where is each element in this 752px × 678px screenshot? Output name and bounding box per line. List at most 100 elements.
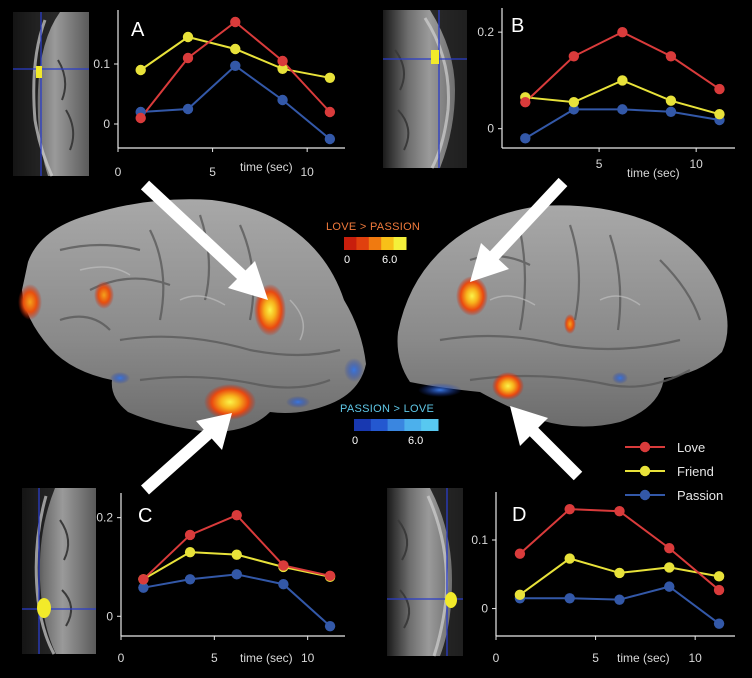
colorbar-swatch (370, 419, 389, 431)
colorbar-swatch (393, 237, 407, 250)
series-line-love (524, 31, 721, 103)
x-tick-label: 0 (115, 165, 122, 179)
colorbar-swatch (356, 237, 370, 250)
data-point-passion (231, 569, 242, 580)
data-point-love (277, 55, 288, 67)
y-tick-label: 0.1 (93, 57, 110, 71)
data-point-passion (614, 594, 625, 605)
x-tick-label: 10 (689, 157, 703, 171)
colorbar-positive-min: 0 (344, 254, 350, 266)
y-tick-label: 0.2 (96, 511, 113, 525)
data-point-friend (713, 571, 725, 582)
data-point-love (324, 570, 336, 582)
data-point-love (514, 548, 526, 559)
legend-marker-passion (639, 489, 651, 501)
series-line-passion (143, 573, 331, 627)
chart-panel-b: 0 0.2 5 10 time (sec) B (477, 8, 735, 180)
mri-slice-c (22, 488, 96, 655)
data-point-friend (231, 549, 242, 560)
x-axis-label: time (sec) (627, 166, 680, 180)
panel-letter: C (138, 505, 152, 527)
data-point-passion (665, 106, 677, 117)
x-axis-label: time (sec) (240, 160, 293, 174)
mri-slice-b (383, 10, 467, 169)
data-point-passion (138, 582, 149, 593)
data-point-love (614, 506, 625, 517)
x-tick-label: 5 (592, 651, 599, 665)
data-point-passion (324, 620, 336, 632)
panel-letter: D (512, 504, 526, 526)
colorbar-swatch (354, 419, 372, 431)
arrow-to-d-region (510, 406, 583, 481)
data-point-passion (182, 103, 194, 115)
colorbar-negative-title: PASSION > LOVE (340, 403, 434, 415)
data-point-friend (277, 63, 288, 74)
chart-panel-d: 0 0.1 0 5 10 time (sec) D (471, 492, 735, 665)
colorbar-negative-min: 0 (352, 435, 358, 447)
brain-right-hemisphere (397, 205, 728, 427)
x-tick-label: 10 (688, 651, 702, 665)
series-line-passion (140, 64, 331, 140)
data-point-friend (514, 589, 526, 601)
y-tick-label: 0 (103, 117, 110, 131)
colorbar-positive: LOVE > PASSION 0 6.0 (326, 221, 420, 266)
x-axis-label: time (sec) (617, 651, 670, 665)
x-tick-label: 5 (209, 165, 216, 179)
data-point-love (568, 51, 580, 62)
data-point-friend (182, 31, 194, 43)
data-point-love (278, 560, 289, 571)
x-tick-label: 5 (596, 157, 603, 171)
colorbar-swatch (368, 237, 382, 250)
panel-letter: A (131, 19, 145, 41)
legend-label-love: Love (677, 440, 705, 455)
data-point-love (564, 503, 575, 515)
colorbar-positive-title: LOVE > PASSION (326, 221, 420, 233)
x-tick-label: 5 (211, 651, 218, 665)
x-tick-label: 10 (301, 651, 315, 665)
series-line-passion (519, 585, 720, 625)
data-point-friend (617, 75, 628, 86)
series-line-friend (140, 35, 331, 79)
data-point-passion (564, 593, 575, 604)
data-point-love (665, 51, 677, 62)
legend-label-passion: Passion (677, 488, 723, 503)
data-point-passion (278, 579, 289, 590)
legend-marker-friend (639, 465, 651, 477)
data-point-passion (617, 104, 628, 115)
arrow-to-b-region (470, 177, 568, 282)
data-point-passion (230, 60, 241, 71)
legend-marker-love (639, 441, 651, 453)
data-point-love (184, 529, 196, 541)
data-point-friend (714, 109, 725, 120)
chart-panel-c: 0 0.2 0 5 10 time (sec) C (96, 493, 345, 665)
data-point-friend (665, 95, 677, 106)
mri-slice-d (387, 488, 463, 657)
data-point-passion (520, 133, 531, 144)
data-point-friend (664, 562, 675, 573)
x-axis-label: time (sec) (240, 651, 293, 665)
colorbar-negative-max: 6.0 (408, 435, 423, 447)
data-point-passion (568, 104, 580, 115)
colorbar-positive-max: 6.0 (382, 254, 397, 266)
colorbar-negative: PASSION > LOVE 0 6.0 (340, 403, 439, 447)
data-point-love (231, 509, 242, 521)
y-tick-label: 0.1 (471, 533, 488, 547)
data-point-passion (324, 133, 336, 145)
data-point-friend (564, 553, 575, 564)
data-point-love (520, 96, 531, 108)
legend: Love Friend Passion (625, 440, 723, 503)
y-tick-label: 0 (481, 602, 488, 616)
data-point-love (182, 52, 194, 64)
x-tick-label: 10 (300, 165, 314, 179)
colorbar-negative-swatches (354, 419, 439, 431)
colorbar-swatch (404, 419, 422, 431)
colorbar-swatch (344, 237, 357, 250)
data-point-passion (184, 574, 196, 585)
data-point-friend (135, 64, 146, 76)
data-point-friend (230, 43, 241, 55)
y-tick-label: 0.2 (477, 25, 494, 39)
data-point-friend (324, 72, 336, 84)
data-point-love (617, 26, 628, 38)
legend-label-friend: Friend (677, 464, 714, 479)
